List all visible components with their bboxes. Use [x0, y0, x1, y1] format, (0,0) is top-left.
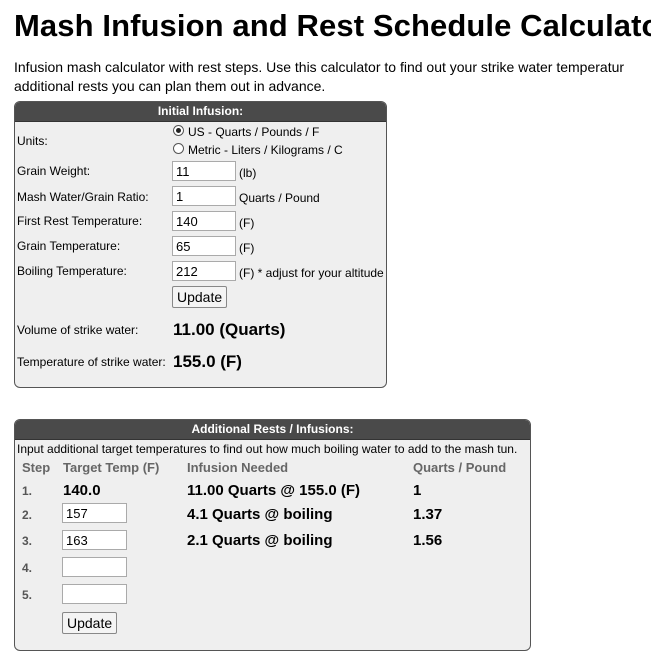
grain-temp-input[interactable]: 65	[172, 236, 236, 256]
grain-temp-label: Grain Temperature:	[17, 239, 121, 253]
water-grain-ratio-label: Mash Water/Grain Ratio:	[17, 190, 149, 204]
intro-line-2: additional rests you can plan them out i…	[14, 78, 326, 94]
first-rest-temp-label: First Rest Temperature:	[17, 214, 143, 228]
row3-step: 3.	[22, 534, 33, 548]
unit-radio-us[interactable]	[173, 125, 184, 136]
page-title: Mash Infusion and Rest Schedule Calculat…	[14, 8, 651, 43]
grain-weight-label: Grain Weight:	[17, 164, 91, 178]
grain-weight-unit: (lb)	[239, 166, 257, 180]
initial-infusion-panel: Initial Infusion: Units: US - Quarts / P…	[14, 101, 387, 388]
row5-step: 5.	[22, 588, 33, 602]
strike-volume-value: 11.00 (Quarts)	[173, 320, 286, 339]
row2-infusion: 4.1 Quarts @ boiling	[187, 506, 333, 523]
row2-step: 2.	[22, 508, 33, 522]
row4-target-input[interactable]	[62, 557, 127, 577]
units-label: Units:	[17, 134, 48, 148]
grain-temp-unit: (F)	[239, 241, 255, 255]
initial-update-button[interactable]: Update	[172, 286, 228, 308]
row1-ratio: 1	[413, 482, 422, 499]
col-infusion-header: Infusion Needed	[187, 460, 289, 475]
row3-infusion: 2.1 Quarts @ boiling	[187, 532, 333, 549]
row2-target-input[interactable]: 157	[62, 503, 127, 523]
strike-volume-label: Volume of strike water:	[17, 323, 139, 337]
intro-line-1: Infusion mash calculator with rest steps…	[14, 59, 625, 75]
row1-step: 1.	[22, 484, 33, 498]
initial-infusion-header: Initial Infusion:	[15, 102, 386, 122]
row3-ratio: 1.56	[413, 532, 443, 549]
first-rest-temp-input[interactable]: 140	[172, 211, 236, 231]
row2-ratio: 1.37	[413, 506, 443, 523]
unit-option-us-label[interactable]: US - Quarts / Pounds / F	[188, 125, 320, 139]
unit-option-metric-label[interactable]: Metric - Liters / Kilograms / C	[188, 143, 343, 157]
row5-target-input[interactable]	[62, 584, 127, 604]
row4-step: 4.	[22, 561, 33, 575]
grain-weight-input[interactable]: 11	[172, 161, 236, 181]
col-step-header: Step	[22, 460, 51, 475]
water-grain-ratio-unit: Quarts / Pound	[239, 191, 320, 205]
intro-text: Infusion mash calculator with rest steps…	[14, 58, 651, 96]
row1-infusion: 11.00 Quarts @ 155.0 (F)	[187, 482, 361, 499]
unit-radio-metric[interactable]	[173, 143, 184, 154]
row3-target-input[interactable]: 163	[62, 530, 127, 550]
additional-rests-header: Additional Rests / Infusions:	[15, 420, 530, 440]
strike-temp-label: Temperature of strike water:	[17, 355, 166, 369]
additional-rests-panel: Additional Rests / Infusions: Input addi…	[14, 419, 531, 651]
strike-temp-value: 155.0 (F)	[173, 352, 242, 371]
col-ratio-header: Quarts / Pound	[413, 460, 507, 475]
additional-update-button[interactable]: Update	[62, 612, 118, 634]
additional-rests-description: Input additional target temperatures to …	[17, 442, 518, 456]
boiling-temp-label: Boiling Temperature:	[17, 264, 127, 278]
col-target-header: Target Temp (F)	[63, 460, 160, 475]
boiling-temp-input[interactable]: 212	[172, 261, 236, 281]
row1-target: 140.0	[63, 482, 101, 499]
boiling-temp-unit: (F) * adjust for your altitude	[239, 266, 384, 280]
first-rest-temp-unit: (F)	[239, 216, 255, 230]
water-grain-ratio-input[interactable]: 1	[172, 186, 236, 206]
